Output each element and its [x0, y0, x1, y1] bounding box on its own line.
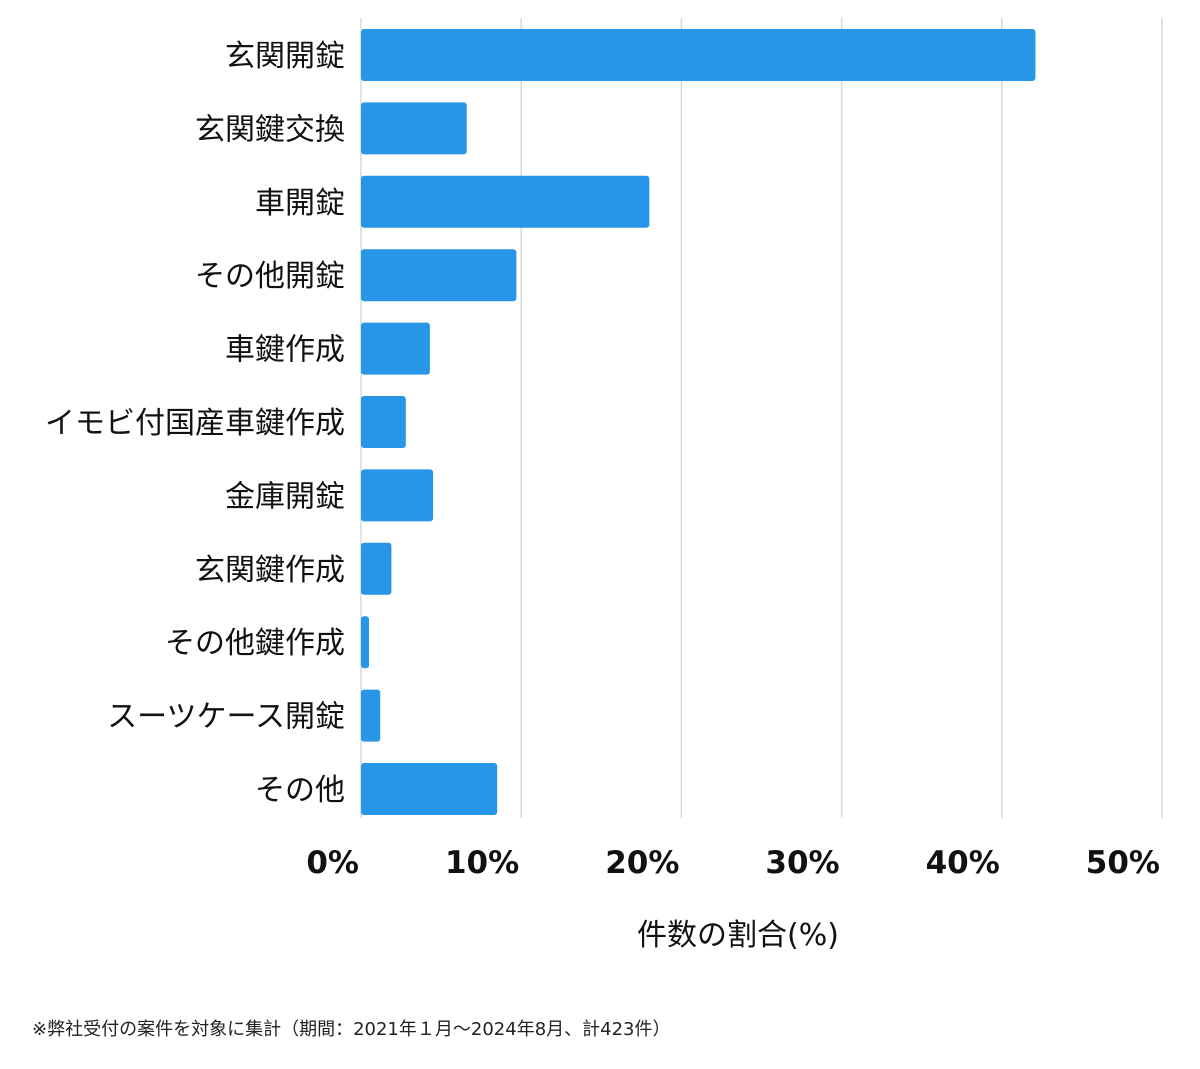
- bar-chart: 玄関開錠玄関鍵交換車開錠その他開錠車鍵作成イモビ付国産車鍵作成金庫開錠玄関鍵作成…: [45, 18, 1163, 953]
- category-label: スーツケース開錠: [107, 700, 345, 735]
- x-axis-title: 件数の割合(%): [637, 918, 839, 953]
- x-tick-label: 20%: [605, 845, 679, 881]
- category-label: イモビ付国産車鍵作成: [45, 406, 345, 441]
- category-label: 玄関鍵交換: [195, 112, 345, 147]
- x-tick-label: 40%: [926, 845, 1000, 881]
- bar: [361, 29, 1036, 81]
- category-label: その他開錠: [195, 259, 345, 294]
- bar: [361, 689, 381, 742]
- category-label: 玄関鍵作成: [195, 553, 345, 588]
- category-label: 金庫開錠: [225, 479, 345, 514]
- bars: [361, 29, 1036, 815]
- category-label: 車開錠: [255, 186, 345, 221]
- bar: [361, 396, 406, 448]
- bar: [361, 763, 498, 815]
- category-label: 車鍵作成: [225, 333, 345, 368]
- bar: [361, 249, 517, 302]
- bar: [361, 175, 650, 228]
- footnote: ※弊社受付の案件を対象に集計（期間：2021年１月〜2024年8月、計423件）: [32, 1019, 671, 1040]
- x-tick-label: 10%: [445, 845, 519, 881]
- bar: [361, 469, 434, 522]
- bar: [361, 322, 430, 375]
- bar: [361, 616, 370, 669]
- x-tick-label: 0%: [306, 845, 359, 881]
- x-tick-labels: 0% 10% 20% 30% 40% 50%: [306, 845, 1160, 881]
- bar: [361, 542, 392, 595]
- category-label: その他: [255, 773, 345, 808]
- category-label: 玄関開錠: [225, 39, 345, 74]
- category-label: その他鍵作成: [165, 626, 345, 661]
- x-tick-label: 30%: [765, 845, 839, 881]
- x-tick-label: 50%: [1086, 845, 1160, 881]
- gridlines: [360, 18, 1163, 818]
- bar: [361, 102, 467, 155]
- category-labels: 玄関開錠玄関鍵交換車開錠その他開錠車鍵作成イモビ付国産車鍵作成金庫開錠玄関鍵作成…: [45, 39, 345, 808]
